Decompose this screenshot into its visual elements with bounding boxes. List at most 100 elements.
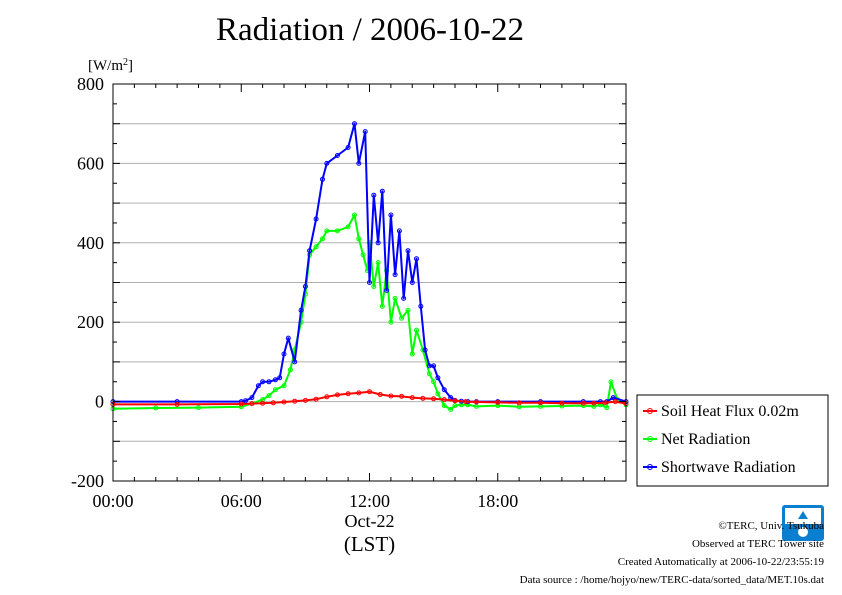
data-point: [399, 315, 405, 321]
y-tick-label: 400: [77, 233, 104, 253]
legend-box: [636, 394, 829, 487]
data-point: [196, 405, 201, 411]
legend-label: Net Radiation: [661, 431, 750, 448]
legend-item-net-radiation: Net Radiation: [643, 431, 750, 448]
x-tick-label: 06:00: [221, 491, 262, 511]
y-tick-label: 800: [77, 74, 104, 94]
data-point: [356, 160, 362, 166]
data-point: [320, 236, 325, 242]
data-point: [249, 401, 255, 407]
data-point: [431, 396, 437, 402]
series-line-shortwave-radiation: [113, 122, 627, 403]
data-point: [495, 399, 501, 405]
legend-item-shortwave-radiation: Shortwave Radiation: [643, 459, 796, 476]
legend: Soil Heat Flux 0.02m Net Radiation Shortwa…: [636, 394, 829, 487]
data-point: [367, 280, 372, 285]
data-point: [375, 260, 381, 266]
data-point: [302, 397, 308, 403]
x-tick-label: 00:00: [92, 491, 133, 511]
data-point: [388, 393, 394, 399]
series-line-net-radiation: [112, 214, 627, 411]
series-layer: [110, 121, 629, 412]
data-point: [409, 395, 415, 401]
data-point: [591, 403, 597, 409]
data-point: [388, 319, 394, 325]
data-point: [272, 377, 278, 383]
data-point: [604, 405, 610, 411]
data-point: [307, 248, 313, 254]
data-point: [298, 307, 304, 313]
credit-created: Created Automatically at 2006-10-22/23:5…: [617, 556, 824, 568]
data-point: [243, 398, 248, 404]
data-point: [320, 176, 325, 182]
data-point: [324, 394, 330, 400]
legend-item-soil-heat-flux-0-02m: Soil Heat Flux 0.02m: [643, 403, 799, 420]
data-point: [441, 403, 447, 409]
data-point: [418, 303, 424, 309]
data-point: [388, 212, 394, 218]
data-point: [345, 145, 351, 150]
y-tick-label: 200: [77, 312, 104, 332]
data-point: [260, 400, 266, 406]
legend-marker: [647, 408, 653, 414]
data-point: [255, 383, 261, 389]
data-point: [392, 272, 398, 278]
data-point: [473, 399, 479, 405]
data-point: [334, 392, 340, 398]
data-point: [580, 400, 586, 406]
data-point: [281, 351, 287, 357]
data-point: [441, 397, 447, 403]
y-axis-label: [W/m2]: [88, 57, 133, 75]
data-point: [405, 307, 411, 313]
data-point: [287, 367, 293, 373]
data-point: [405, 248, 411, 254]
data-point: [285, 335, 291, 341]
data-point: [435, 391, 441, 397]
data-point: [249, 395, 255, 401]
legend-label: Shortwave Radiation: [661, 459, 796, 476]
data-point: [435, 375, 441, 381]
data-point: [384, 287, 390, 293]
x-axis-unit-label: (LST): [344, 532, 395, 556]
data-point: [238, 401, 244, 407]
data-point: [448, 407, 454, 412]
data-point: [399, 393, 405, 399]
data-point: [313, 216, 319, 222]
data-point: [422, 347, 428, 353]
data-point: [441, 387, 447, 393]
data-point: [377, 392, 383, 397]
data-point: [362, 129, 368, 135]
x-axis-date-label: Oct-22: [345, 511, 395, 531]
data-point: [270, 400, 276, 406]
data-point: [375, 240, 381, 246]
data-point: [612, 399, 618, 405]
x-tick-label: 12:00: [349, 491, 390, 511]
data-point: [608, 379, 614, 385]
data-point: [292, 398, 298, 404]
data-point: [409, 351, 415, 357]
data-point: [266, 393, 272, 399]
data-point: [266, 379, 272, 385]
y-axis-label-close: ]: [128, 58, 133, 74]
data-point: [334, 228, 340, 234]
data-point: [379, 303, 385, 309]
credit-source: Data source : /home/hojyo/new/TERC-data/…: [519, 574, 824, 586]
data-point: [591, 400, 597, 406]
data-point: [516, 400, 522, 406]
data-point: [345, 224, 351, 230]
data-point: [610, 395, 616, 401]
credit-copyright: ©TERC, Univ. Tsukuba: [718, 520, 824, 532]
data-point: [559, 400, 565, 406]
data-point: [324, 160, 330, 166]
data-point: [392, 295, 398, 301]
data-point: [602, 400, 608, 406]
data-point: [371, 284, 377, 289]
data-point: [452, 398, 458, 404]
y-tick-label: -200: [71, 471, 104, 491]
data-point: [379, 188, 385, 194]
data-point: [396, 228, 402, 234]
data-point: [153, 405, 159, 411]
data-point: [356, 390, 362, 396]
data-point: [360, 252, 366, 258]
data-point: [414, 256, 419, 262]
